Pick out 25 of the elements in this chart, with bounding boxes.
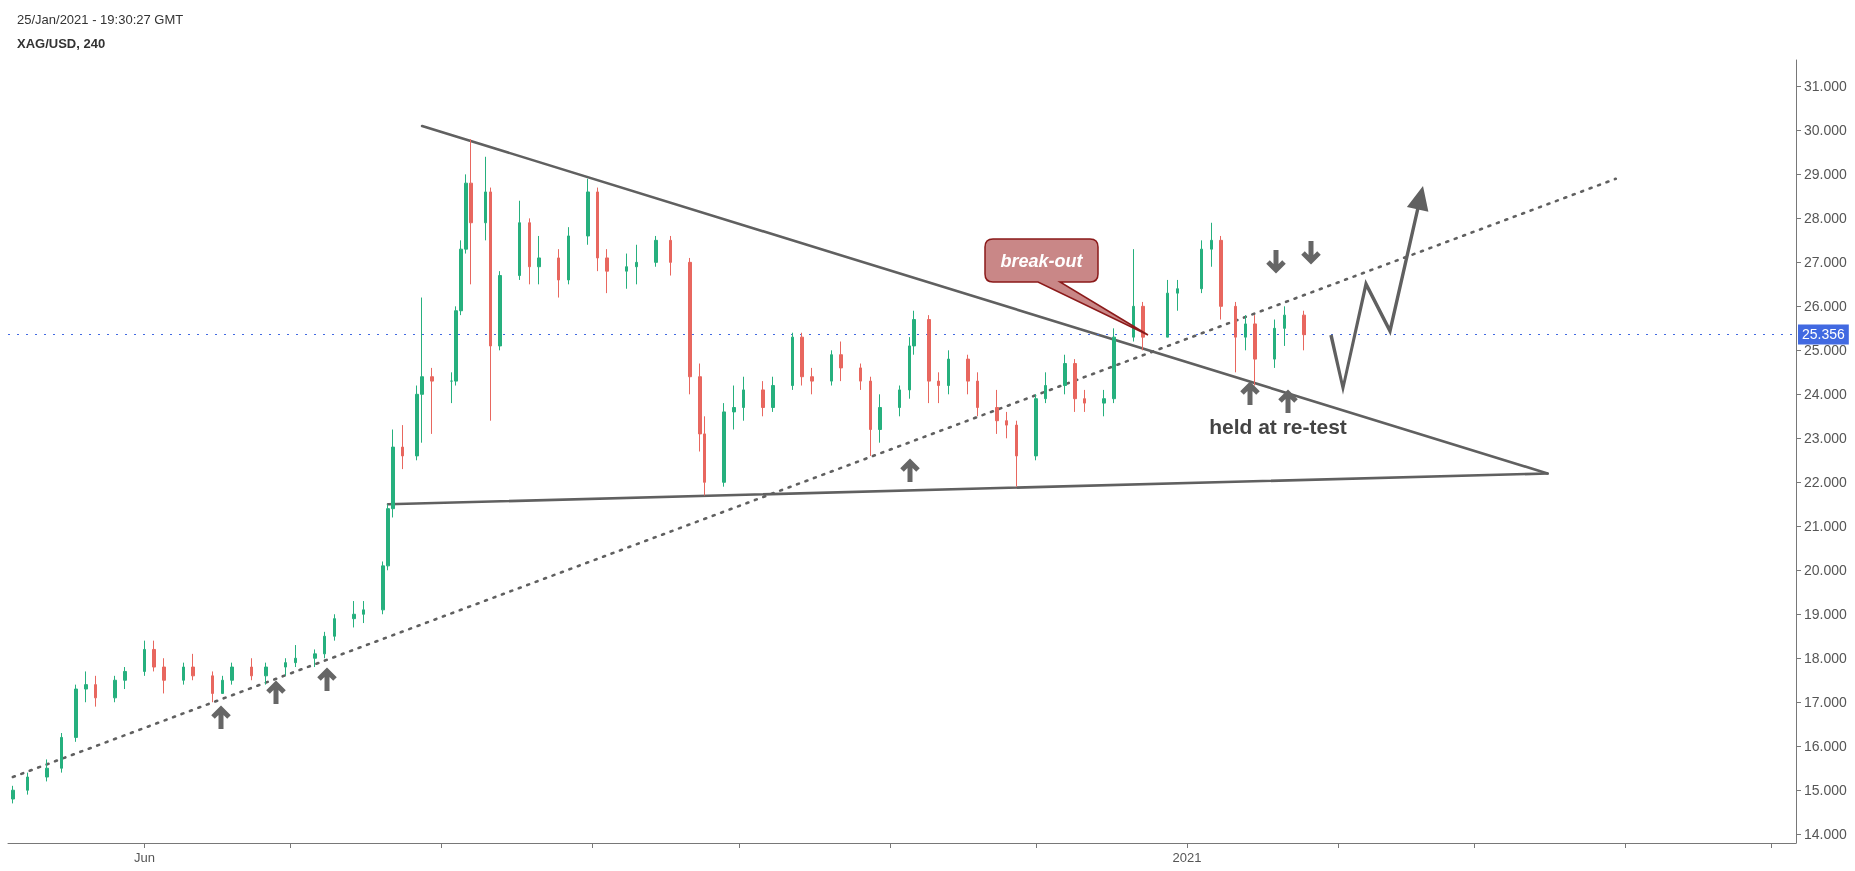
y-tick-label: 29.000 <box>1804 166 1848 183</box>
y-tick-label: 18.000 <box>1804 650 1848 667</box>
y-tick-label: 17.000 <box>1804 694 1848 711</box>
y-tick-label: 26.000 <box>1804 298 1848 315</box>
x-tick-label: Jun <box>133 850 155 865</box>
y-tick-label: 24.000 <box>1804 386 1848 403</box>
y-tick-label: 31.000 <box>1804 78 1848 95</box>
y-tick-label: 22.000 <box>1804 474 1848 491</box>
y-tick-label: 15.000 <box>1804 782 1848 799</box>
y-tick-label: 25.000 <box>1804 342 1848 359</box>
y-tick-label: 16.000 <box>1804 738 1848 755</box>
y-tick-label: 19.000 <box>1804 606 1848 623</box>
chart-subtitle: 25/Jan/2021 - 19:30:27 GMT <box>17 12 184 27</box>
ref-line-label: 25.356 <box>1802 326 1846 343</box>
y-tick-label: 27.000 <box>1804 254 1848 271</box>
annotation: held at re-test <box>1209 415 1347 438</box>
y-tick-label: 14.000 <box>1804 826 1848 843</box>
x-tick-label: 2021 <box>1172 850 1202 865</box>
y-tick-label: 20.000 <box>1804 562 1848 579</box>
y-tick-label: 30.000 <box>1804 122 1848 139</box>
y-tick-label: 28.000 <box>1804 210 1848 227</box>
annotation: break-out <box>1000 250 1084 271</box>
y-tick-label: 23.000 <box>1804 430 1848 447</box>
chart-title: XAG/USD, 240 <box>17 36 106 51</box>
y-tick-label: 21.000 <box>1804 518 1848 535</box>
